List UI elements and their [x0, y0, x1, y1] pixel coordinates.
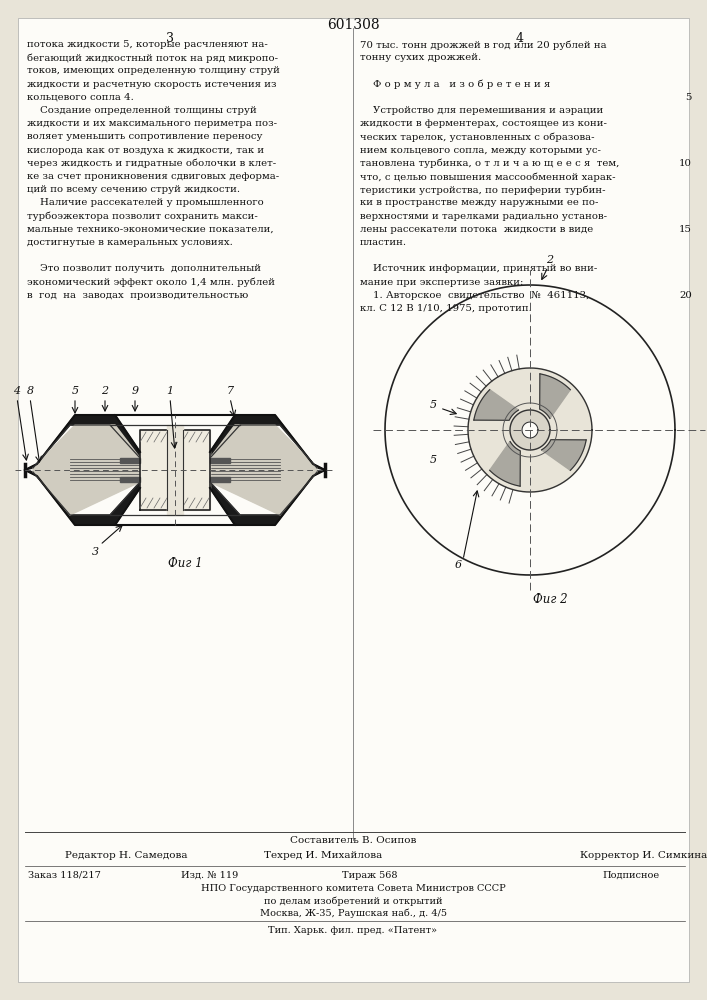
Text: турбоэжектора позволит сохранить макси-: турбоэжектора позволит сохранить макси-	[27, 212, 258, 221]
Polygon shape	[167, 425, 183, 515]
Text: пластин.: пластин.	[360, 238, 407, 247]
Text: 5: 5	[686, 93, 692, 102]
Text: кислорода как от воздуха к жидкости, так и: кислорода как от воздуха к жидкости, так…	[27, 146, 264, 155]
Text: 3: 3	[166, 32, 174, 45]
Text: Заказ 118/217: Заказ 118/217	[28, 871, 101, 880]
Text: теристики устройства, по периферии турбин-: теристики устройства, по периферии турби…	[360, 185, 605, 195]
Text: кольцевого сопла 4.: кольцевого сопла 4.	[27, 93, 134, 102]
Polygon shape	[120, 458, 140, 463]
Text: 2: 2	[547, 255, 554, 265]
Text: Техред И. Михайлова: Техред И. Михайлова	[264, 851, 382, 860]
Text: кл. C 12 B 1/10, 1975, прототип.: кл. C 12 B 1/10, 1975, прототип.	[360, 304, 532, 313]
Text: 10: 10	[679, 159, 692, 168]
Text: 5: 5	[429, 455, 436, 465]
Polygon shape	[210, 458, 230, 463]
Text: жидкости в ферментерах, состоящее из кони-: жидкости в ферментерах, состоящее из кон…	[360, 119, 607, 128]
Polygon shape	[140, 430, 210, 510]
Text: Москва, Ж-35, Раушская наб., д. 4/5: Москва, Ж-35, Раушская наб., д. 4/5	[259, 908, 447, 918]
Text: Фиг 1: Фиг 1	[168, 557, 202, 570]
Text: Составитель В. Осипов: Составитель В. Осипов	[290, 836, 416, 845]
Text: Тираж 568: Тираж 568	[342, 871, 398, 880]
Polygon shape	[539, 374, 571, 418]
Text: НПО Государственного комитета Совета Министров СССР: НПО Государственного комитета Совета Мин…	[201, 884, 506, 893]
Text: через жидкость и гидратные оболочки в клет-: через жидкость и гидратные оболочки в кл…	[27, 159, 276, 168]
Text: 4: 4	[516, 32, 524, 45]
Text: Устройство для перемешивания и аэрации: Устройство для перемешивания и аэрации	[360, 106, 603, 115]
Text: по делам изобретений и открытий: по делам изобретений и открытий	[264, 896, 443, 906]
Text: 70 тыс. тонн дрожжей в год или 20 рублей на: 70 тыс. тонн дрожжей в год или 20 рублей…	[360, 40, 607, 49]
Polygon shape	[210, 415, 325, 470]
Text: Корректор И. Симкина: Корректор И. Симкина	[580, 851, 707, 860]
Text: Источник информации, принятый во вни-: Источник информации, принятый во вни-	[360, 264, 597, 273]
Text: Редактор Н. Самедова: Редактор Н. Самедова	[65, 851, 187, 860]
Polygon shape	[385, 285, 675, 575]
Text: бегающий жидкостный поток на ряд микропо-: бегающий жидкостный поток на ряд микропо…	[27, 53, 278, 63]
Text: Изд. № 119: Изд. № 119	[182, 871, 239, 880]
Text: 1: 1	[166, 386, 173, 396]
Text: 5: 5	[71, 386, 78, 396]
Polygon shape	[33, 425, 140, 515]
Polygon shape	[210, 470, 325, 525]
Text: потока жидкости 5, которые расчленяют на-: потока жидкости 5, которые расчленяют на…	[27, 40, 268, 49]
Text: Фиг 2: Фиг 2	[532, 593, 567, 606]
Text: токов, имеющих определенную толщину струй: токов, имеющих определенную толщину стру…	[27, 66, 280, 75]
Polygon shape	[25, 415, 140, 470]
Text: экономический эффект около 1,4 млн. рублей: экономический эффект около 1,4 млн. рубл…	[27, 278, 275, 287]
Text: 15: 15	[679, 225, 692, 234]
Text: мальные технико-экономические показатели,: мальные технико-экономические показатели…	[27, 225, 274, 234]
Text: 9: 9	[132, 386, 139, 396]
Text: лены рассекатели потока  жидкости в виде: лены рассекатели потока жидкости в виде	[360, 225, 593, 234]
Polygon shape	[474, 390, 518, 420]
Polygon shape	[210, 425, 317, 515]
Text: ке за счет проникновения сдвиговых деформа-: ке за счет проникновения сдвиговых дефор…	[27, 172, 279, 181]
Text: Это позволит получить  дополнительный: Это позволит получить дополнительный	[27, 264, 261, 273]
Text: 8: 8	[26, 386, 33, 396]
Text: 4: 4	[13, 386, 21, 396]
Text: 601308: 601308	[327, 18, 380, 32]
Polygon shape	[490, 442, 520, 486]
Text: 20: 20	[679, 291, 692, 300]
Text: тановлена турбинка, о т л и ч а ю щ е е с я  тем,: тановлена турбинка, о т л и ч а ю щ е е …	[360, 159, 619, 168]
Polygon shape	[25, 470, 140, 525]
Text: достигнутые в камеральных условиях.: достигнутые в камеральных условиях.	[27, 238, 233, 247]
Text: что, с целью повышения массообменной харак-: что, с целью повышения массообменной хар…	[360, 172, 616, 182]
Text: воляет уменьшить сопротивление переносу: воляет уменьшить сопротивление переносу	[27, 132, 262, 141]
Polygon shape	[210, 477, 230, 482]
Text: тонну сухих дрожжей.: тонну сухих дрожжей.	[360, 53, 481, 62]
Text: ки в пространстве между наружными ее по-: ки в пространстве между наружными ее по-	[360, 198, 598, 207]
Text: Наличие рассекателей у промышленного: Наличие рассекателей у промышленного	[27, 198, 264, 207]
Text: ческих тарелок, установленных с образова-: ческих тарелок, установленных с образова…	[360, 132, 595, 142]
Text: 3: 3	[91, 547, 98, 557]
Text: мание при экспертизе заявки:: мание при экспертизе заявки:	[360, 278, 523, 287]
Text: жидкости и расчетную скорость истечения из: жидкости и расчетную скорость истечения …	[27, 80, 276, 89]
Text: Тип. Харьк. фил. пред. «Патент»: Тип. Харьк. фил. пред. «Патент»	[269, 926, 438, 935]
Text: 7: 7	[226, 386, 233, 396]
Text: 2: 2	[101, 386, 109, 396]
Polygon shape	[510, 410, 550, 450]
Text: 6: 6	[455, 560, 462, 570]
Text: в  год  на  заводах  производительностью: в год на заводах производительностью	[27, 291, 248, 300]
Polygon shape	[522, 422, 538, 438]
Polygon shape	[120, 477, 140, 482]
Text: верхностями и тарелками радиально установ-: верхностями и тарелками радиально устано…	[360, 212, 607, 221]
Text: Подписное: Подписное	[603, 871, 660, 880]
Text: жидкости и их максимального периметра поз-: жидкости и их максимального периметра по…	[27, 119, 277, 128]
Text: 5: 5	[429, 400, 436, 410]
Text: нием кольцевого сопла, между которыми ус-: нием кольцевого сопла, между которыми ус…	[360, 146, 601, 155]
Text: Создание определенной толщины струй: Создание определенной толщины струй	[27, 106, 257, 115]
Text: Ф о р м у л а   и з о б р е т е н и я: Ф о р м у л а и з о б р е т е н и я	[360, 80, 550, 89]
Text: ций по всему сечению струй жидкости.: ций по всему сечению струй жидкости.	[27, 185, 240, 194]
Polygon shape	[542, 440, 586, 470]
Polygon shape	[468, 368, 592, 492]
Text: 1. Авторское  свидетельство  №  461113,: 1. Авторское свидетельство № 461113,	[360, 291, 590, 300]
